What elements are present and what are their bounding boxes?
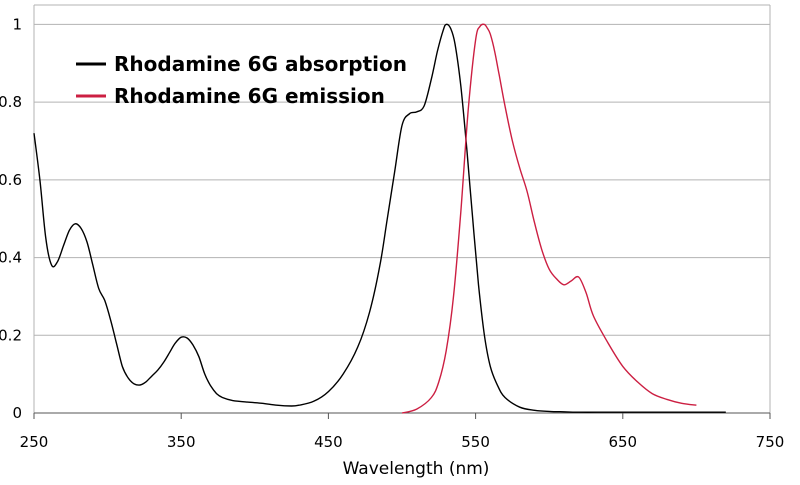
y-tick-label: 0.4: [0, 249, 22, 267]
x-tick-label: 750: [756, 433, 785, 451]
x-tick-label: 350: [167, 433, 196, 451]
y-tick-label: 0: [12, 404, 22, 422]
y-tick-label: 0.8: [0, 93, 22, 111]
series-lines: [33, 23, 726, 414]
legend: Rhodamine 6G absorption Rhodamine 6G emis…: [76, 52, 407, 108]
x-axis-title: Wavelength (nm): [343, 459, 490, 479]
legend-label: Rhodamine 6G absorption: [114, 52, 407, 76]
series-line-emission: [401, 23, 697, 414]
x-tick-label: 550: [461, 433, 490, 451]
y-tick-label: 0.2: [0, 326, 22, 344]
tick-labels: 0 0.2 0.4 0.6 0.8 1 250 350 450 550 650 750: [0, 15, 784, 451]
legend-label: Rhodamine 6G emission: [114, 84, 385, 108]
x-tick-label: 450: [314, 433, 343, 451]
y-tick-label: 0.6: [0, 171, 22, 189]
series-line-absorption: [33, 23, 726, 413]
x-tick-label: 650: [608, 433, 637, 451]
x-tick-label: 250: [20, 433, 49, 451]
gridlines: [34, 23, 770, 336]
y-tick-label: 1: [12, 15, 22, 33]
